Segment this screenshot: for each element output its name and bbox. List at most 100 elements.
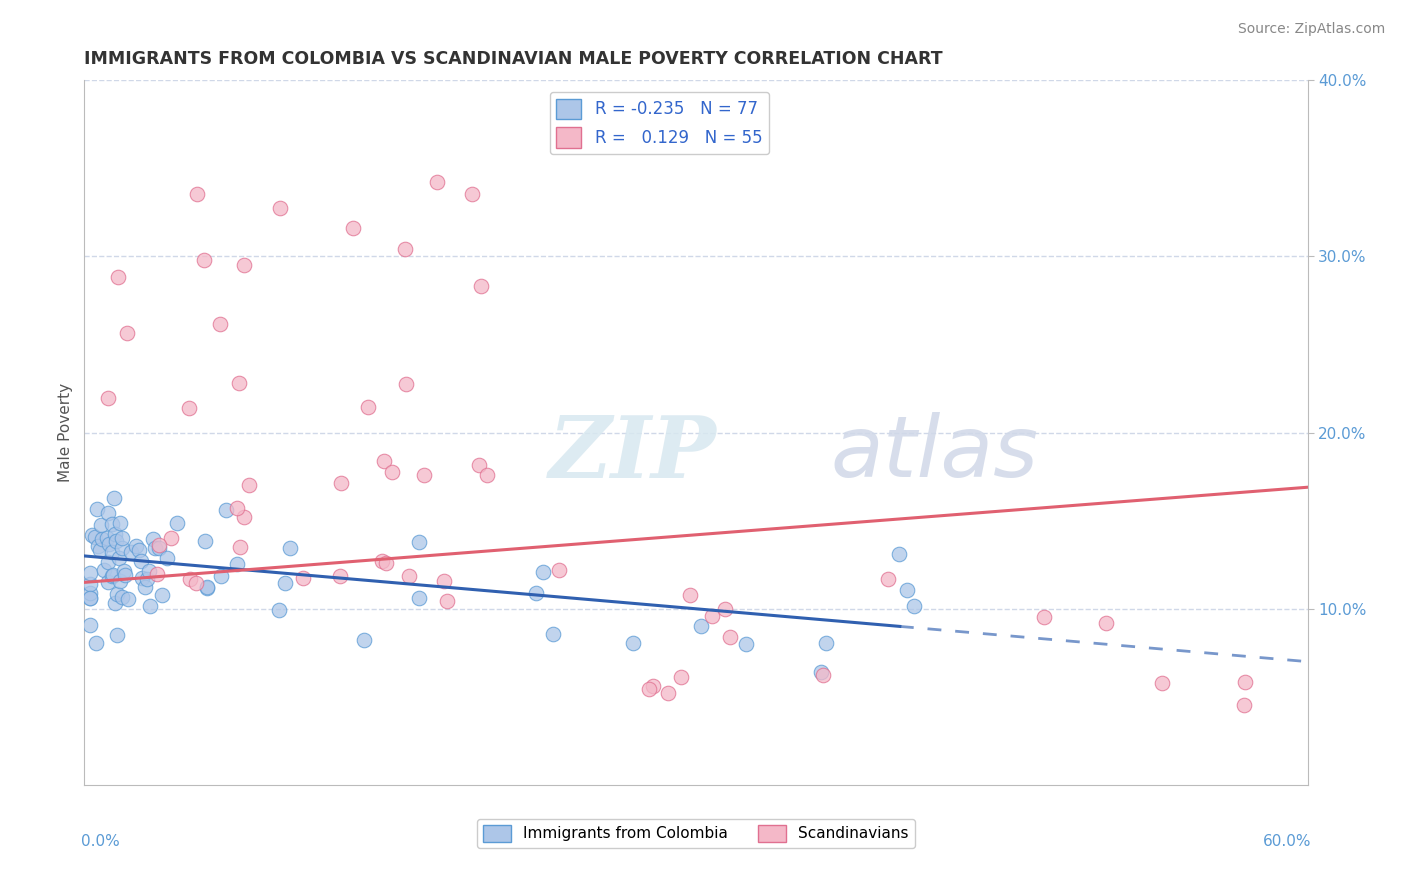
Point	[79, 618, 101, 632]
Point	[735, 637, 758, 651]
Point	[100, 545, 122, 559]
Point	[228, 376, 250, 390]
Point	[524, 586, 547, 600]
Point	[274, 576, 297, 591]
Point	[669, 669, 692, 683]
Point	[179, 572, 201, 586]
Point	[97, 506, 120, 520]
Point	[209, 317, 232, 331]
Point	[426, 176, 449, 190]
Point	[342, 220, 364, 235]
Point	[117, 326, 139, 341]
Point	[548, 563, 571, 577]
Point	[718, 631, 741, 645]
Point	[395, 377, 418, 392]
Point	[120, 545, 142, 559]
Point	[107, 550, 129, 565]
Point	[209, 568, 232, 582]
Point	[103, 491, 125, 506]
Point	[371, 554, 394, 568]
Point	[90, 517, 112, 532]
Point	[702, 609, 724, 624]
Point	[195, 580, 218, 594]
Point	[179, 401, 201, 415]
Point	[101, 516, 124, 531]
Point	[89, 542, 111, 557]
Point	[541, 627, 564, 641]
Point	[468, 458, 491, 472]
Point	[186, 576, 208, 591]
Point	[114, 567, 136, 582]
Point	[461, 187, 484, 202]
Point	[150, 588, 173, 602]
Point	[83, 530, 105, 544]
Point	[148, 541, 170, 556]
Legend: Immigrants from Colombia, Scandinavians: Immigrants from Colombia, Scandinavians	[477, 819, 915, 847]
Point	[111, 531, 134, 545]
Point	[398, 569, 420, 583]
Point	[329, 569, 352, 583]
Point	[433, 574, 456, 589]
Point	[232, 509, 254, 524]
Point	[889, 547, 911, 561]
Point	[79, 576, 101, 591]
Point	[112, 564, 135, 578]
Point	[810, 665, 832, 679]
Text: 0.0%: 0.0%	[80, 834, 120, 849]
Point	[129, 554, 152, 568]
Point	[477, 467, 499, 482]
Point	[128, 542, 150, 557]
Point	[156, 550, 179, 565]
Point	[657, 686, 679, 700]
Point	[111, 541, 134, 555]
Point	[117, 592, 139, 607]
Text: IMMIGRANTS FROM COLOMBIA VS SCANDINAVIAN MALE POVERTY CORRELATION CHART: IMMIGRANTS FROM COLOMBIA VS SCANDINAVIAN…	[84, 50, 943, 68]
Point	[90, 532, 112, 546]
Point	[97, 391, 120, 405]
Point	[375, 556, 398, 570]
Text: atlas: atlas	[831, 412, 1039, 495]
Point	[108, 574, 131, 588]
Point	[413, 468, 436, 483]
Text: Source: ZipAtlas.com: Source: ZipAtlas.com	[1237, 22, 1385, 37]
Point	[105, 587, 128, 601]
Point	[193, 252, 215, 267]
Point	[79, 591, 101, 606]
Point	[815, 636, 838, 650]
Point	[148, 538, 170, 552]
Point	[713, 602, 735, 616]
Point	[139, 599, 162, 613]
Point	[292, 571, 315, 585]
Point	[232, 258, 254, 272]
Point	[225, 500, 247, 515]
Point	[638, 682, 661, 697]
Point	[134, 580, 156, 594]
Point	[136, 572, 159, 586]
Point	[143, 541, 166, 555]
Point	[1033, 610, 1056, 624]
Point	[186, 187, 208, 202]
Point	[903, 599, 925, 613]
Point	[194, 534, 217, 549]
Point	[357, 400, 380, 414]
Point	[84, 635, 107, 649]
Point	[93, 563, 115, 577]
Point	[353, 632, 375, 647]
Point	[269, 202, 291, 216]
Point	[86, 539, 108, 553]
Point	[79, 591, 101, 605]
Point	[86, 501, 108, 516]
Point	[79, 566, 101, 580]
Point	[101, 568, 124, 582]
Text: ZIP: ZIP	[550, 412, 717, 496]
Point	[138, 564, 160, 578]
Point	[131, 571, 153, 585]
Point	[643, 679, 665, 693]
Point	[146, 567, 169, 582]
Point	[408, 591, 430, 605]
Point	[160, 532, 183, 546]
Point	[166, 516, 188, 530]
Point	[215, 503, 238, 517]
Point	[278, 541, 301, 555]
Point	[96, 531, 118, 545]
